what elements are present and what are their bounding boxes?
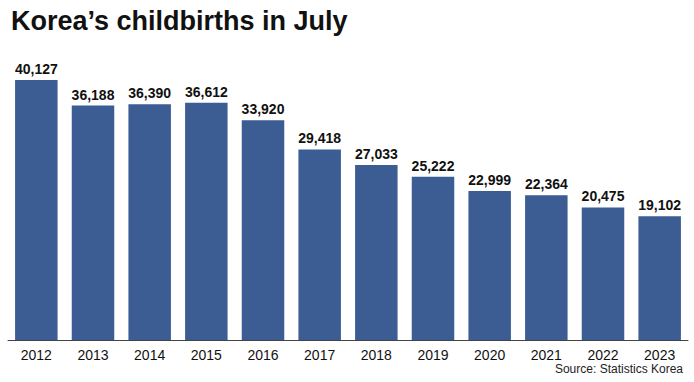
svg-text:2022: 2022 [587, 347, 618, 363]
svg-text:2017: 2017 [304, 347, 335, 363]
svg-text:Source: Statistics Korea: Source: Statistics Korea [555, 362, 683, 376]
svg-text:25,222: 25,222 [412, 158, 455, 174]
svg-text:2021: 2021 [531, 347, 562, 363]
svg-text:33,920: 33,920 [242, 101, 285, 117]
svg-text:2014: 2014 [134, 347, 165, 363]
svg-text:19,102: 19,102 [638, 197, 681, 213]
svg-text:2016: 2016 [247, 347, 278, 363]
svg-text:Korea’s childbirths in July: Korea’s childbirths in July [11, 6, 348, 36]
svg-text:40,127: 40,127 [15, 61, 58, 77]
svg-text:2015: 2015 [191, 347, 222, 363]
svg-text:2013: 2013 [77, 347, 108, 363]
svg-text:2018: 2018 [361, 347, 392, 363]
svg-text:2012: 2012 [21, 347, 52, 363]
svg-text:36,390: 36,390 [128, 85, 171, 101]
svg-text:22,364: 22,364 [525, 176, 568, 192]
svg-text:2020: 2020 [474, 347, 505, 363]
svg-text:2019: 2019 [417, 347, 448, 363]
svg-text:36,188: 36,188 [72, 87, 115, 103]
svg-text:27,033: 27,033 [355, 146, 398, 162]
svg-text:36,612: 36,612 [185, 84, 228, 100]
svg-text:29,418: 29,418 [298, 130, 341, 146]
svg-text:2023: 2023 [644, 347, 675, 363]
svg-text:22,999: 22,999 [468, 172, 511, 188]
svg-text:20,475: 20,475 [582, 188, 625, 204]
